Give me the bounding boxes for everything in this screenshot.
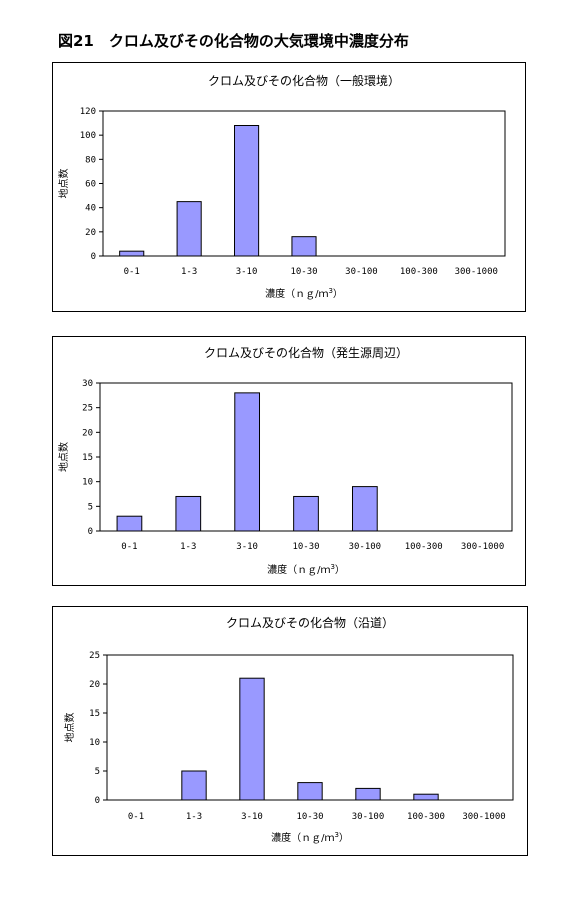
x-tick-label: 3-10: [236, 542, 258, 552]
x-tick-label: 300-1000: [462, 812, 505, 822]
x-tick-label: 300-1000: [461, 542, 504, 552]
y-axis-label: 地点数: [57, 169, 70, 199]
y-tick-label: 80: [85, 155, 96, 165]
x-tick-label: 100-300: [407, 812, 445, 822]
bar: [116, 515, 143, 532]
chart-panel-source-vicinity: クロム及びその化合物（発生源周辺） 0 5 10 15 20 25 30 0-1 1-3 3-10 1…: [52, 336, 526, 586]
x-axis-label: 濃度（ｎｇ/ｍ3）: [267, 563, 345, 576]
x-axis-label: 濃度（ｎｇ/ｍ3）: [265, 287, 343, 300]
chart-panel-general: クロム及びその化合物（一般環境） 0 20 40 60 80 100 120 0-1 1-3 3-1…: [52, 62, 526, 312]
chart-title: クロム及びその化合物（一般環境）: [208, 73, 400, 88]
y-tick-label: 25: [89, 651, 100, 661]
bar-chart-2: クロム及びその化合物（沿道） 0 5 10 15 20 25 0-1 1-3 3-10 10-30 3…: [63, 615, 514, 844]
x-tick-label: 10-30: [290, 267, 317, 277]
x-tick-label: 30-100: [349, 542, 382, 552]
page-title: 図21 クロム及びその化合物の大気環境中濃度分布: [58, 32, 409, 50]
y-tick-label: 20: [89, 680, 100, 690]
bar: [239, 677, 265, 801]
x-axis-label-superscript: 3: [334, 831, 338, 839]
y-tick-label: 30: [82, 379, 93, 389]
bar-chart-0: クロム及びその化合物（一般環境） 0 20 40 60 80 100 120 0-1 1-3 3-1…: [57, 73, 506, 300]
x-tick-label: 1-3: [181, 267, 197, 277]
y-tick-label: 0: [95, 796, 100, 806]
y-tick-label: 15: [82, 453, 93, 463]
x-tick-label: 0-1: [121, 542, 137, 552]
bar: [351, 486, 378, 532]
x-tick-label: 1-3: [180, 542, 196, 552]
chart-panel-roadside: クロム及びその化合物（沿道） 0 5 10 15 20 25 0-1 1-3 3-10 10-30 3…: [52, 606, 528, 856]
x-axis-label-close: ）: [333, 288, 343, 300]
y-tick-label: 20: [85, 228, 96, 238]
x-tick-label: 1-3: [186, 812, 202, 822]
x-axis-label-main: 濃度（ｎｇ/ｍ: [267, 563, 330, 576]
y-axis-label: 地点数: [57, 442, 70, 472]
x-axis-label-main: 濃度（ｎｇ/ｍ: [271, 831, 334, 844]
y-tick-label: 0: [91, 252, 96, 262]
x-tick-label: 100-300: [405, 542, 443, 552]
y-tick-label: 5: [88, 502, 93, 512]
y-tick-label: 10: [89, 738, 100, 748]
plot-area: [106, 654, 514, 801]
bar: [355, 787, 381, 801]
x-tick-label: 0-1: [128, 812, 144, 822]
bar: [176, 201, 202, 257]
bar: [175, 495, 202, 532]
x-tick-label: 3-10: [241, 812, 263, 822]
y-tick-label: 5: [95, 767, 100, 777]
x-axis-label-superscript: 3: [330, 563, 334, 571]
bar: [297, 782, 323, 801]
bar: [181, 770, 207, 801]
chart-title: クロム及びその化合物（沿道）: [226, 615, 394, 630]
y-tick-label: 25: [82, 404, 93, 414]
x-tick-label: 30-100: [352, 812, 385, 822]
x-axis-label-close: ）: [339, 832, 349, 844]
x-axis-label: 濃度（ｎｇ/ｍ3）: [271, 831, 349, 844]
y-axis-label: 地点数: [63, 713, 76, 743]
chart-title: クロム及びその化合物（発生源周辺）: [204, 345, 408, 360]
x-tick-label: 30-100: [345, 267, 378, 277]
x-tick-label: 300-1000: [455, 267, 498, 277]
bar: [293, 495, 319, 532]
bar: [119, 250, 145, 257]
x-axis-label-superscript: 3: [328, 287, 332, 295]
x-tick-label: 10-30: [292, 542, 319, 552]
y-tick-label: 0: [88, 527, 93, 537]
y-tick-label: 40: [85, 204, 96, 214]
bar: [234, 125, 260, 257]
y-tick-label: 15: [89, 709, 100, 719]
x-axis-label-close: ）: [335, 564, 345, 576]
y-tick-label: 60: [85, 180, 96, 190]
y-tick-label: 120: [80, 107, 96, 117]
bar: [291, 236, 317, 257]
y-tick-label: 10: [82, 478, 93, 488]
x-tick-label: 10-30: [296, 812, 323, 822]
bar: [413, 793, 439, 801]
bar-chart-1: クロム及びその化合物（発生源周辺） 0 5 10 15 20 25 30 0-1 1-3 3-10 1…: [57, 345, 513, 576]
x-axis-label-main: 濃度（ｎｇ/ｍ: [265, 287, 328, 300]
bar: [234, 392, 261, 532]
x-tick-label: 0-1: [124, 267, 140, 277]
plot-area: [102, 110, 506, 257]
x-tick-label: 3-10: [236, 267, 258, 277]
y-tick-label: 20: [82, 428, 93, 438]
y-tick-label: 100: [80, 131, 96, 141]
x-tick-label: 100-300: [400, 267, 438, 277]
